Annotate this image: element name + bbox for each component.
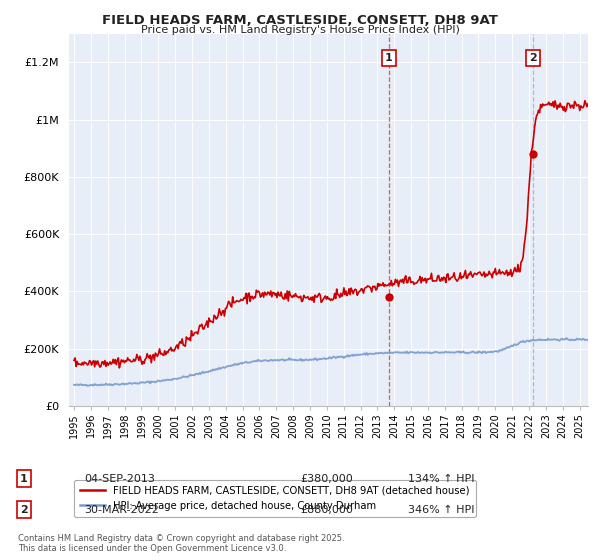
Text: Contains HM Land Registry data © Crown copyright and database right 2025.
This d: Contains HM Land Registry data © Crown c… <box>18 534 344 553</box>
Text: Price paid vs. HM Land Registry's House Price Index (HPI): Price paid vs. HM Land Registry's House … <box>140 25 460 35</box>
Legend: FIELD HEADS FARM, CASTLESIDE, CONSETT, DH8 9AT (detached house), HPI: Average pr: FIELD HEADS FARM, CASTLESIDE, CONSETT, D… <box>74 480 476 517</box>
Text: 346% ↑ HPI: 346% ↑ HPI <box>408 505 475 515</box>
Text: FIELD HEADS FARM, CASTLESIDE, CONSETT, DH8 9AT: FIELD HEADS FARM, CASTLESIDE, CONSETT, D… <box>102 14 498 27</box>
Text: 1: 1 <box>20 474 28 484</box>
Text: 30-MAR-2022: 30-MAR-2022 <box>84 505 159 515</box>
Text: £380,000: £380,000 <box>300 474 353 484</box>
Text: £880,000: £880,000 <box>300 505 353 515</box>
Text: 134% ↑ HPI: 134% ↑ HPI <box>408 474 475 484</box>
Text: 2: 2 <box>20 505 28 515</box>
Text: 1: 1 <box>385 53 392 63</box>
Text: 2: 2 <box>529 53 537 63</box>
Text: 04-SEP-2013: 04-SEP-2013 <box>84 474 155 484</box>
